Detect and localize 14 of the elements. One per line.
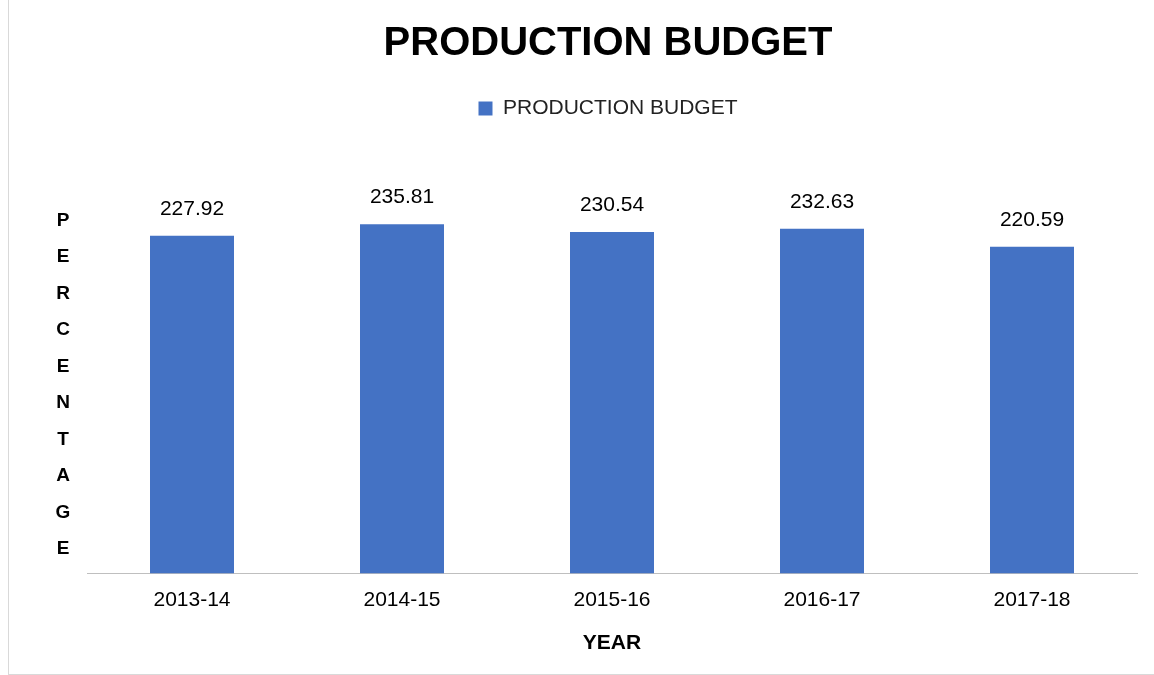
legend-label: PRODUCTION BUDGET — [503, 95, 738, 119]
chart-title: PRODUCTION BUDGET — [383, 19, 833, 64]
data-label: 227.92 — [159, 196, 225, 220]
text: PERCENTAGE — [55, 208, 71, 559]
x-axis-title: YEAR — [582, 630, 642, 654]
data-label: 232.63 — [789, 189, 855, 213]
x-tick-label: 2017-18 — [993, 587, 1071, 610]
data-label: 235.81 — [369, 184, 435, 208]
data-label: 220.59 — [999, 206, 1065, 230]
data-label: 230.54 — [579, 192, 645, 216]
x-tick-label: 2014-15 — [363, 587, 441, 610]
x-tick-label: 2015-16 — [573, 587, 651, 610]
x-tick-label: 2016-17 — [783, 587, 861, 610]
x-tick-label: 2013-14 — [153, 587, 231, 610]
